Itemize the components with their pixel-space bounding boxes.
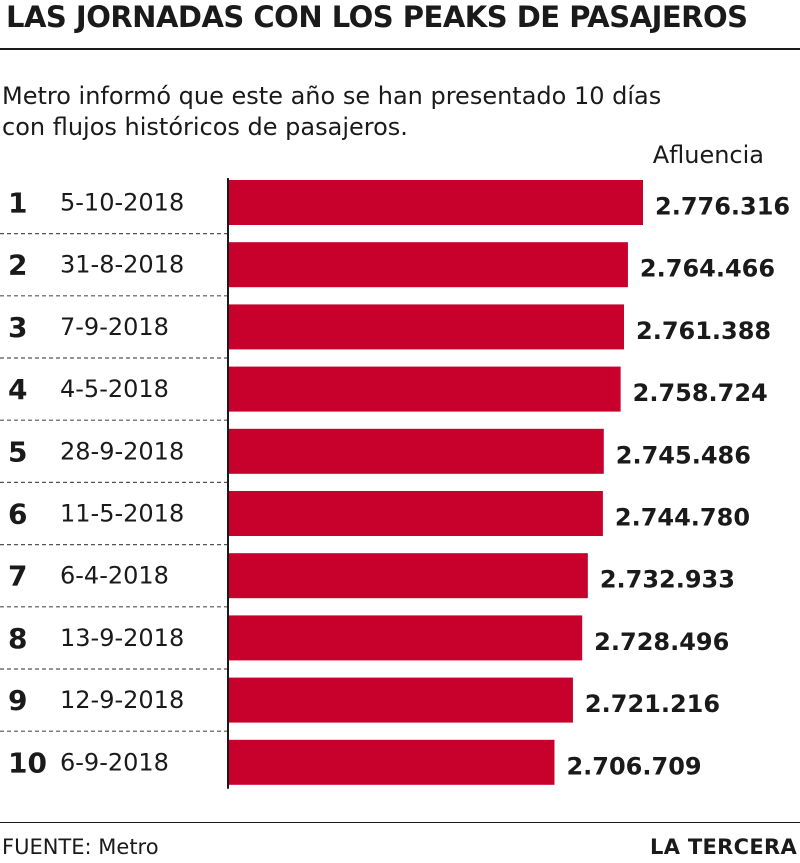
bar <box>228 553 588 599</box>
rank-label: 2 <box>8 249 27 282</box>
publisher-logo: LA TERCERA <box>650 835 797 859</box>
value-label: 2.764.466 <box>640 255 775 283</box>
value-label: 2.776.316 <box>655 193 790 221</box>
bar <box>228 615 583 661</box>
bar <box>228 366 621 412</box>
title-divider <box>0 48 800 50</box>
rank-label: 9 <box>8 684 27 717</box>
date-label: 31-8-2018 <box>60 251 184 279</box>
bar <box>228 304 625 350</box>
bar <box>228 428 604 474</box>
date-label: 7-9-2018 <box>60 313 169 341</box>
date-label: 6-4-2018 <box>60 562 169 590</box>
bar <box>228 180 643 225</box>
rank-label: 6 <box>8 498 27 531</box>
bar-chart: 1 5-10-2018 2.776.316 2 31-8-2018 2.764.466 3 7… <box>0 178 790 789</box>
date-label: 13-9-2018 <box>60 624 184 652</box>
rank-label: 1 <box>8 187 27 220</box>
value-label: 2.745.486 <box>616 441 751 469</box>
value-label: 2.732.933 <box>600 566 735 594</box>
value-label: 2.728.496 <box>594 628 729 656</box>
rank-label: 10 <box>8 746 47 779</box>
footer-divider <box>0 822 800 823</box>
value-column-header: Afluencia <box>652 141 764 169</box>
rank-label: 3 <box>8 311 27 344</box>
rank-label: 5 <box>8 435 27 468</box>
date-label: 5-10-2018 <box>60 189 184 217</box>
source-note: FUENTE: Metro <box>2 835 159 859</box>
bar <box>228 739 555 785</box>
value-label: 2.761.388 <box>636 317 771 345</box>
date-label: 6-9-2018 <box>60 748 169 776</box>
bar <box>228 491 603 536</box>
bar <box>228 242 628 288</box>
date-label: 12-9-2018 <box>60 686 184 714</box>
rank-label: 8 <box>8 622 27 655</box>
rank-label: 7 <box>8 560 27 593</box>
bar <box>228 677 573 723</box>
value-label: 2.744.780 <box>615 504 750 532</box>
rank-label: 4 <box>8 373 27 406</box>
date-label: 11-5-2018 <box>60 500 184 528</box>
value-label: 2.758.724 <box>633 379 768 407</box>
date-label: 28-9-2018 <box>60 437 184 465</box>
date-label: 4-5-2018 <box>60 375 169 403</box>
value-label: 2.706.709 <box>566 752 701 780</box>
value-label: 2.721.216 <box>585 690 720 718</box>
chart-title: LAS JORNADAS CON LOS PEAKS DE PASAJEROS <box>6 0 748 34</box>
chart-subtitle: Metro informó que este año se han presen… <box>2 82 662 141</box>
